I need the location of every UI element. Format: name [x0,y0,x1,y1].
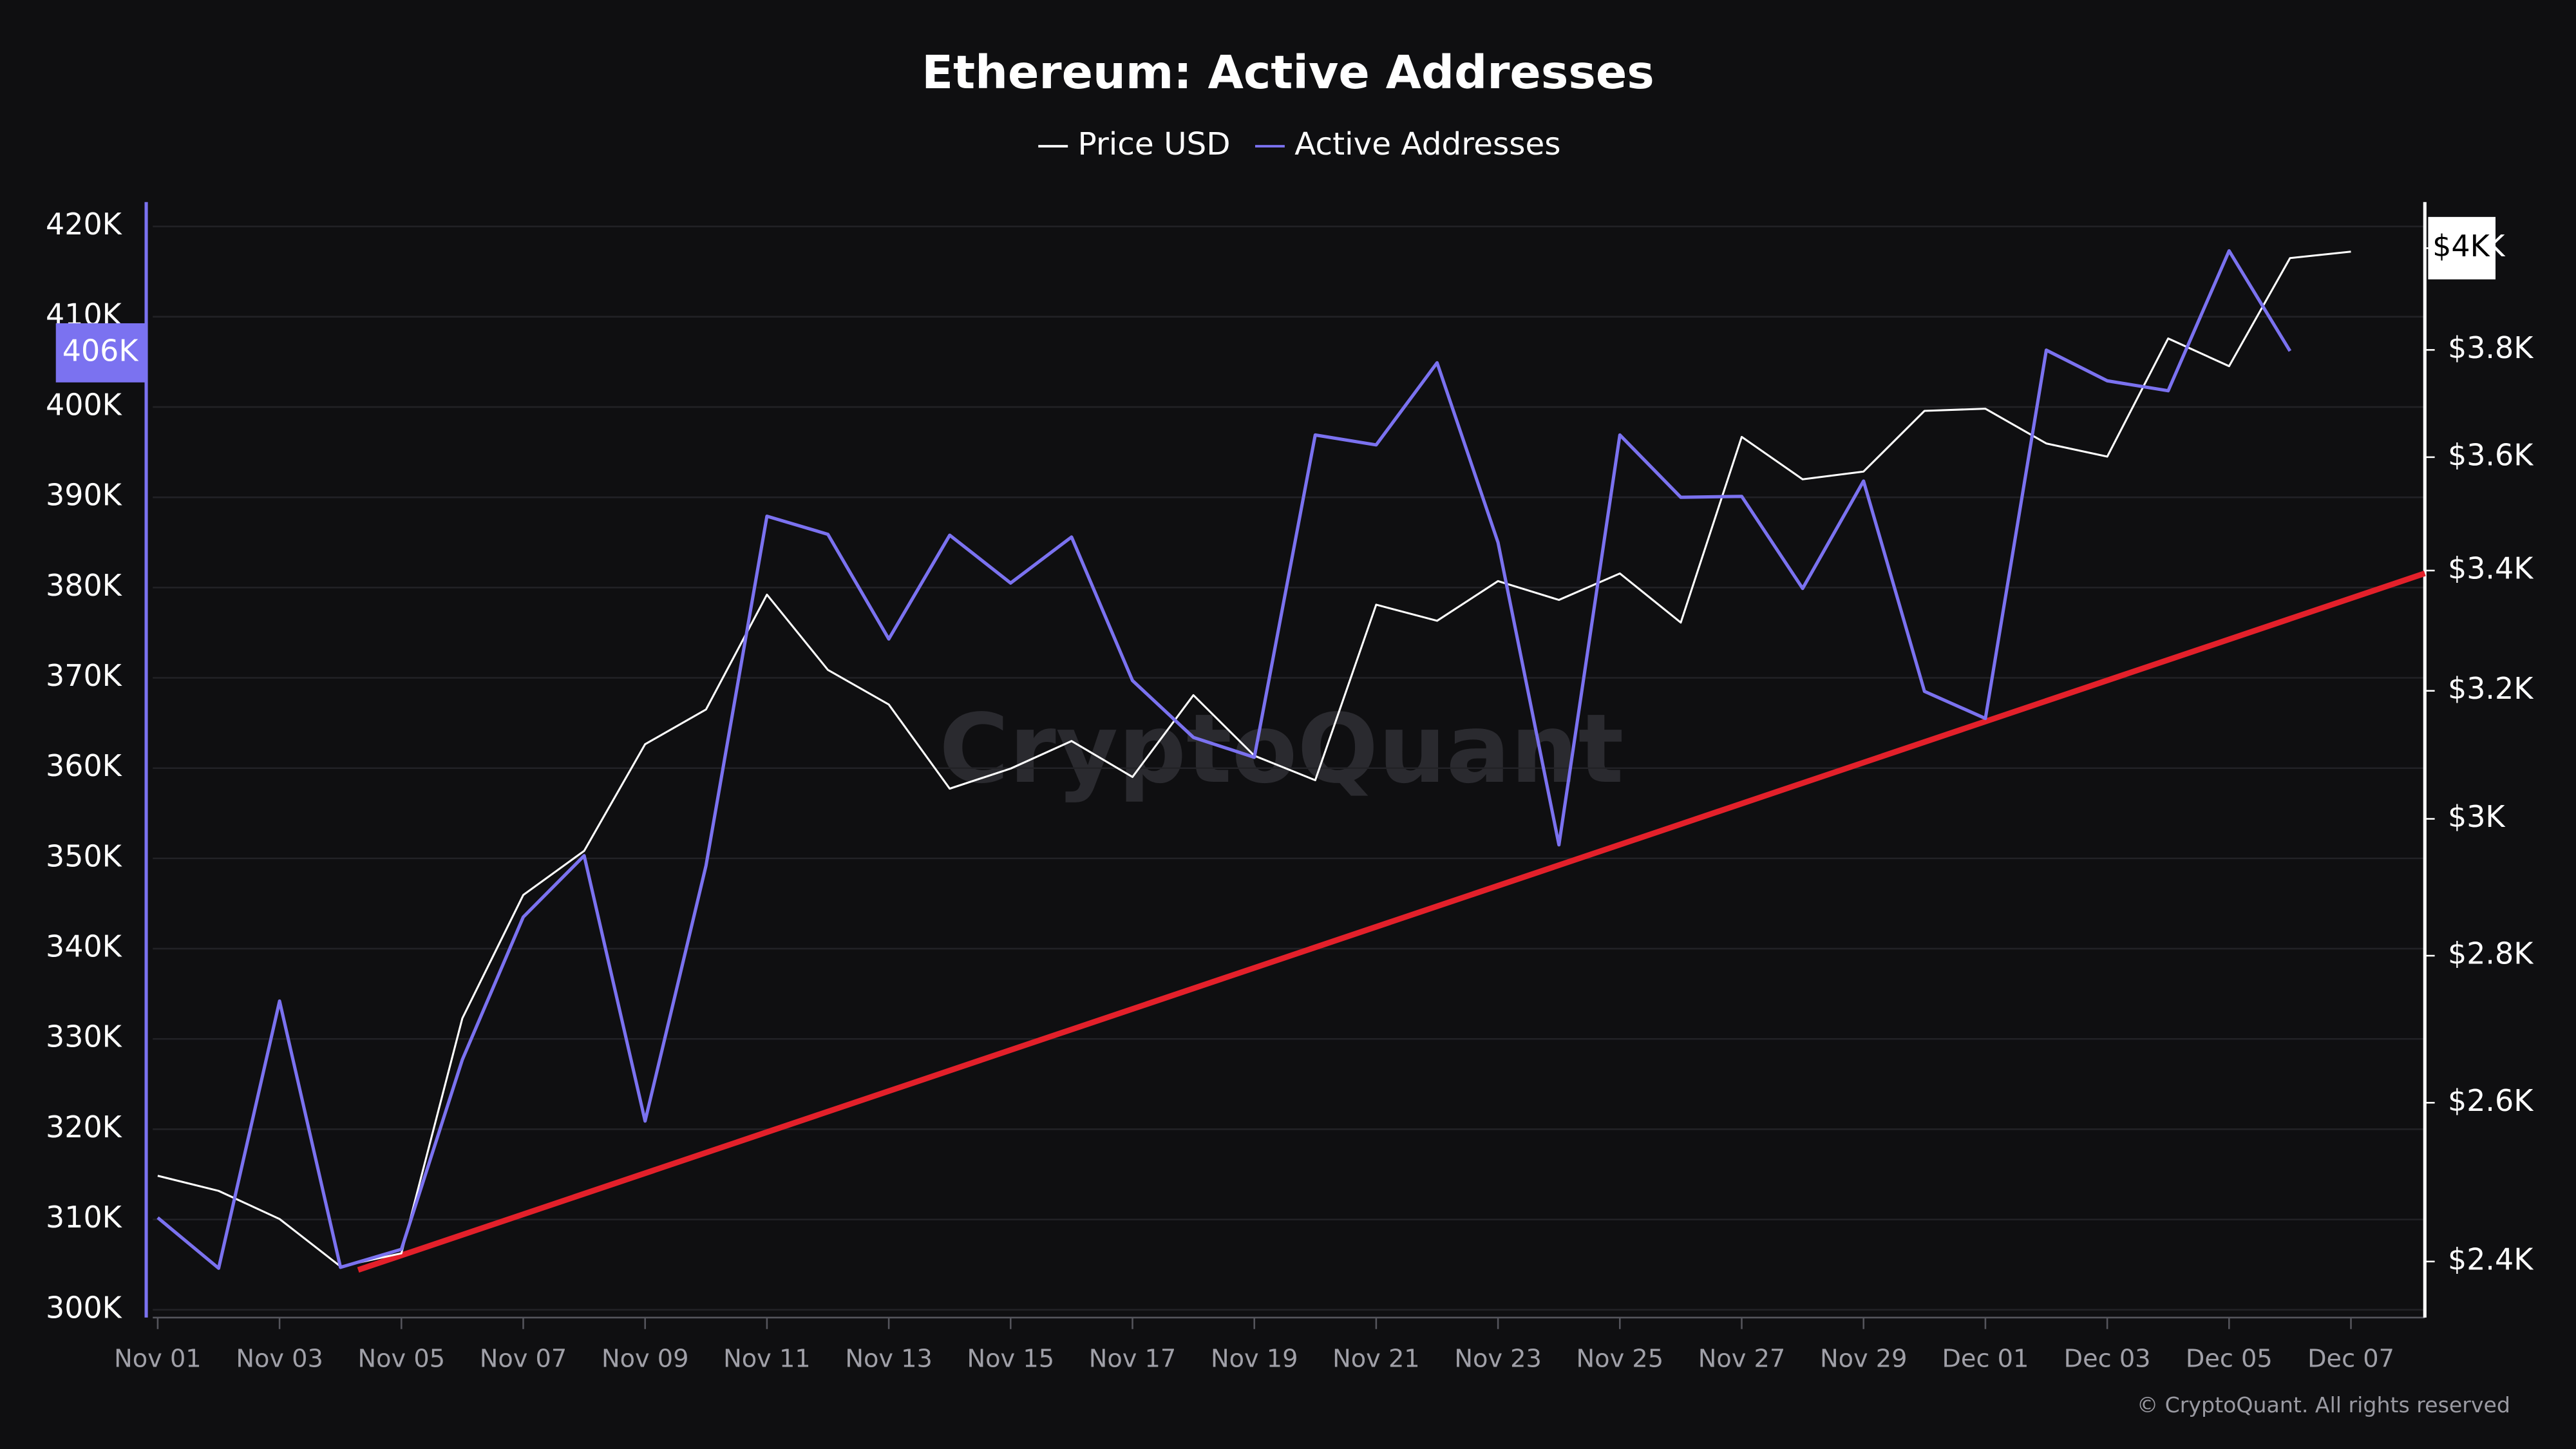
y-tick-label: 330K [46,1019,123,1054]
y-tick-label: 310K [46,1200,123,1235]
x-tick-label: Nov 29 [1820,1345,1907,1374]
y-tick-label: 400K [46,387,123,422]
grid [153,225,2425,1311]
y-tick-label: 390K [46,478,123,513]
x-tick-label: Nov 07 [480,1345,567,1374]
x-tick-label: Nov 13 [845,1345,932,1374]
y-tick-label: 380K [46,568,123,603]
last-value-box [2428,216,2496,279]
y2-tick-label: $3.6K [2448,437,2534,472]
last-value-label: $4K [2432,229,2490,263]
trend-line [357,571,2426,1273]
x-tick-label: Nov 19 [1211,1345,1298,1374]
y2-tick-label: $3.4K [2448,551,2534,585]
x-tick-label: Nov 15 [967,1345,1054,1374]
y-tick-label: 300K [46,1290,123,1325]
y2-tick-label: $2.4K [2448,1242,2534,1276]
x-tick-label: Nov 09 [601,1345,688,1374]
x-tick-label: Nov 23 [1454,1345,1541,1374]
y-tick-label: 420K [46,207,123,242]
x-tick-label: Dec 05 [2186,1345,2273,1374]
y-tick-label: 350K [46,838,123,873]
x-tick-label: Nov 21 [1332,1345,1419,1374]
y2-tick-label: $3K [2448,799,2506,834]
chart-title: Ethereum: Active Addresses [922,46,1654,99]
y-tick-label: 320K [46,1110,123,1144]
x-tick-label: Dec 03 [2064,1345,2151,1374]
y2-tick-label: $2.6K [2448,1083,2534,1118]
x-tick-label: Nov 17 [1089,1345,1176,1374]
y-tick-label: 340K [46,929,123,964]
legend-label: Active Addresses [1294,126,1560,162]
x-tick-label: Dec 07 [2307,1345,2394,1374]
x-tick-label: Nov 11 [723,1345,810,1374]
y-tick-label: 360K [46,748,123,783]
y-tick-label: 370K [46,658,123,693]
watermark: CryptoQuant [939,694,1624,804]
x-tick-label: Nov 27 [1698,1345,1785,1374]
last-value-box [55,323,147,383]
x-tick-label: Nov 05 [358,1345,445,1374]
x-tick-label: Nov 01 [114,1345,201,1374]
footer: © CryptoQuant. All rights reserved [2137,1392,2510,1417]
x-tick-label: Nov 03 [236,1345,323,1374]
y2-tick-label: $2.8K [2448,936,2534,971]
x-tick-label: Nov 25 [1577,1345,1663,1374]
x-tick-label: Dec 01 [1942,1345,2029,1374]
last-value-label: 406K [62,333,140,368]
y2-tick-label: $3.8K [2448,330,2534,365]
series-line [156,249,2292,1270]
y2-tick-label: $3.2K [2448,671,2534,706]
legend-label: Price USD [1077,126,1230,162]
